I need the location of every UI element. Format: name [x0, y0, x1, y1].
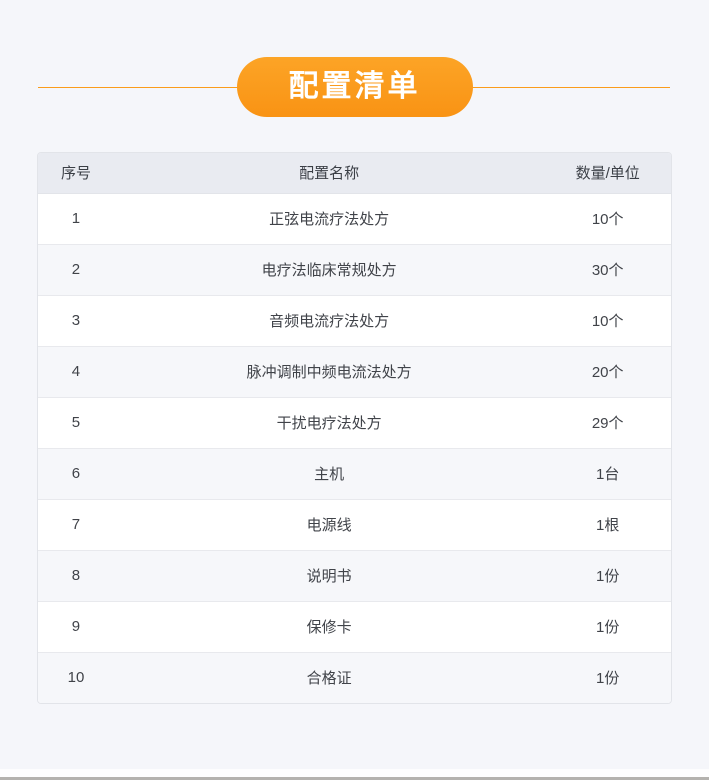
table-row: 2 电疗法临床常规处方 30个 [38, 244, 671, 296]
row-quantity-cell: 10个 [544, 295, 671, 347]
table-row: 1 正弦电流疗法处方 10个 [38, 193, 671, 245]
table-row: 5 干扰电疗法处方 29个 [38, 397, 671, 449]
row-name-cell: 干扰电疗法处方 [113, 397, 545, 449]
row-name-cell: 电源线 [113, 499, 545, 551]
row-name-cell: 说明书 [113, 550, 545, 602]
table-row: 4 脉冲调制中频电流法处方 20个 [38, 346, 671, 398]
row-quantity-cell: 29个 [544, 397, 671, 449]
column-header-index: 序号 [38, 153, 114, 194]
row-index-cell: 3 [38, 295, 114, 347]
column-header-name: 配置名称 [113, 153, 545, 194]
bottom-white-strip [0, 769, 709, 777]
page-title: 配置清单 [288, 70, 421, 103]
row-quantity-cell: 30个 [544, 244, 671, 296]
row-quantity-cell: 1根 [544, 499, 671, 551]
row-name-cell: 电疗法临床常规处方 [113, 244, 545, 296]
row-index-cell: 7 [38, 499, 114, 551]
row-name-cell: 合格证 [113, 652, 545, 703]
table-row: 8 说明书 1份 [38, 550, 671, 602]
title-badge: 配置清单 [236, 57, 473, 117]
row-name-cell: 保修卡 [113, 601, 545, 653]
row-quantity-cell: 1份 [544, 652, 671, 703]
row-index-cell: 10 [38, 652, 114, 703]
row-index-cell: 5 [38, 397, 114, 449]
configuration-table: 序号 配置名称 数量/单位 1 正弦电流疗法处方 10个 2 电疗法临床常规处方 30个 3… [37, 152, 672, 704]
row-name-cell: 脉冲调制中频电流法处方 [113, 346, 545, 398]
table-row: 6 主机 1台 [38, 448, 671, 500]
table-row: 7 电源线 1根 [38, 499, 671, 551]
row-name-cell: 音频电流疗法处方 [113, 295, 545, 347]
row-index-cell: 1 [38, 193, 114, 245]
row-quantity-cell: 1份 [544, 601, 671, 653]
row-index-cell: 8 [38, 550, 114, 602]
row-quantity-cell: 20个 [544, 346, 671, 398]
table-header-row: 序号 配置名称 数量/单位 [38, 153, 671, 194]
table-header: 序号 配置名称 数量/单位 [38, 153, 671, 194]
row-index-cell: 4 [38, 346, 114, 398]
column-header-quantity: 数量/单位 [544, 153, 671, 194]
page-header: 配置清单 [0, 0, 709, 130]
table-row: 3 音频电流疗法处方 10个 [38, 295, 671, 347]
row-name-cell: 正弦电流疗法处方 [113, 193, 545, 245]
row-quantity-cell: 1台 [544, 448, 671, 500]
row-index-cell: 2 [38, 244, 114, 296]
row-name-cell: 主机 [113, 448, 545, 500]
row-index-cell: 9 [38, 601, 114, 653]
bottom-gray-bar [0, 777, 709, 780]
row-quantity-cell: 10个 [544, 193, 671, 245]
row-quantity-cell: 1份 [544, 550, 671, 602]
table-row: 9 保修卡 1份 [38, 601, 671, 653]
table-row: 10 合格证 1份 [38, 652, 671, 703]
row-index-cell: 6 [38, 448, 114, 500]
table-body: 1 正弦电流疗法处方 10个 2 电疗法临床常规处方 30个 3 音频电流疗法处方 10个 4 脉冲… [38, 193, 671, 703]
